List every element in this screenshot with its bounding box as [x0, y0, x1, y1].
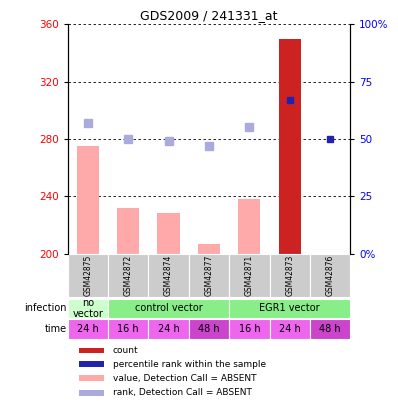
Bar [189, 319, 229, 339]
Text: rank, Detection Call = ABSENT: rank, Detection Call = ABSENT [113, 388, 252, 397]
Bar [79, 348, 104, 353]
Text: time: time [45, 324, 67, 334]
Text: infection: infection [24, 303, 67, 313]
Text: GSM42875: GSM42875 [83, 254, 92, 296]
Bar [108, 299, 229, 318]
Bar [68, 299, 108, 318]
Text: control vector: control vector [135, 303, 203, 313]
Text: GSM42872: GSM42872 [124, 254, 133, 296]
Bar [148, 319, 189, 339]
Text: 24 h: 24 h [158, 324, 179, 334]
Bar [229, 319, 269, 339]
Text: no
vector: no vector [72, 298, 103, 319]
Bar [198, 243, 220, 254]
Bar [158, 213, 179, 254]
Bar [238, 199, 260, 254]
Text: 48 h: 48 h [319, 324, 341, 334]
Bar [310, 254, 350, 296]
Bar [189, 254, 229, 296]
Text: 24 h: 24 h [77, 324, 99, 334]
Bar [68, 319, 108, 339]
Bar [108, 319, 148, 339]
Title: GDS2009 / 241331_at: GDS2009 / 241331_at [140, 9, 278, 22]
Bar [68, 254, 108, 296]
Text: EGR1 vector: EGR1 vector [259, 303, 320, 313]
Bar [279, 38, 301, 254]
Bar [108, 254, 148, 296]
Bar [77, 146, 99, 254]
Text: GSM42874: GSM42874 [164, 254, 173, 296]
Text: 48 h: 48 h [198, 324, 220, 334]
Text: GSM42871: GSM42871 [245, 254, 254, 296]
Bar [79, 361, 104, 367]
Bar [79, 375, 104, 381]
Text: GSM42876: GSM42876 [326, 254, 335, 296]
Text: 16 h: 16 h [238, 324, 260, 334]
Text: GSM42877: GSM42877 [205, 254, 213, 296]
Text: GSM42873: GSM42873 [285, 254, 294, 296]
Text: value, Detection Call = ABSENT: value, Detection Call = ABSENT [113, 374, 256, 383]
Bar [79, 390, 104, 396]
Bar [148, 254, 189, 296]
Bar [310, 319, 350, 339]
Text: percentile rank within the sample: percentile rank within the sample [113, 360, 266, 369]
Bar [229, 299, 350, 318]
Text: 24 h: 24 h [279, 324, 300, 334]
Bar [229, 254, 269, 296]
Bar [117, 208, 139, 254]
Text: 16 h: 16 h [117, 324, 139, 334]
Bar [269, 319, 310, 339]
Bar [269, 254, 310, 296]
Text: count: count [113, 346, 139, 355]
